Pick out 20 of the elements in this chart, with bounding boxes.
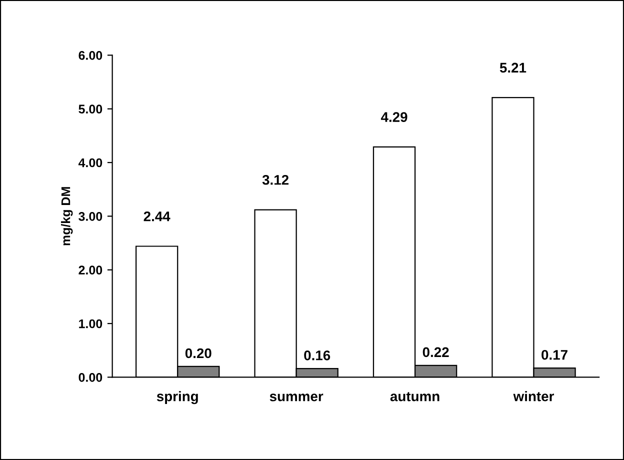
data-label: 3.12	[262, 174, 289, 185]
y-tick-label: 1.00	[79, 319, 102, 328]
x-tick-label: spring	[156, 391, 198, 404]
data-label: 0.17	[542, 350, 568, 360]
data-label: 0.20	[185, 348, 212, 358]
data-label: 2.44	[144, 211, 170, 222]
y-tick-label: 4.00	[78, 158, 102, 168]
x-tick-label: summer	[270, 394, 324, 402]
y-axis-title: mg/kg DM	[61, 187, 73, 246]
x-tick-label: autumn	[390, 392, 440, 402]
y-tick-label: 3.00	[78, 212, 102, 221]
y-tick-label: 6.00	[78, 51, 102, 60]
x-tick-label: winter	[513, 391, 554, 402]
data-label: 4.29	[380, 112, 408, 122]
y-tick-label: 0.00	[78, 373, 102, 382]
y-tick-label: 5.00	[78, 104, 102, 114]
y-tick-label: 2.00	[78, 266, 102, 275]
data-label: 0.22	[422, 347, 449, 358]
data-label: 0.16	[304, 350, 330, 360]
data-label: 5.21	[500, 62, 526, 73]
